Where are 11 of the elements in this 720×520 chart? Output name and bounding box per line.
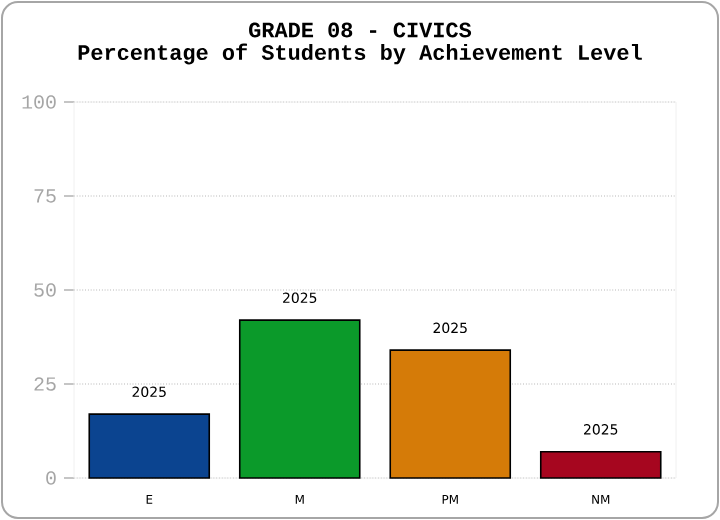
y-tick-label: 100: [22, 95, 56, 109]
chart-subtitle: Percentage of Students by Achievement Level: [78, 43, 642, 65]
bar: [88, 413, 211, 479]
bar: [389, 349, 512, 479]
bar: [238, 319, 361, 479]
y-tick-label: 75: [34, 189, 56, 203]
y-tick-label: 25: [34, 377, 56, 391]
chart-title: GRADE 08 - CIVICS: [249, 22, 472, 38]
bar: [539, 450, 662, 479]
y-tick-label: 0: [46, 471, 56, 485]
y-tick-label: 50: [34, 283, 56, 297]
